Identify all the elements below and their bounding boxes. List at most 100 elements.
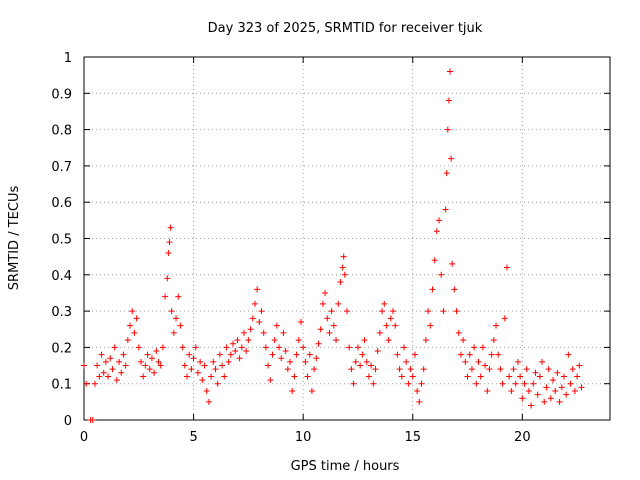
data-point bbox=[127, 322, 134, 329]
data-point bbox=[473, 380, 480, 387]
data-point bbox=[324, 315, 331, 322]
y-tick-label: 0.7 bbox=[51, 160, 72, 175]
x-axis-label: GPS time / hours bbox=[291, 459, 400, 474]
data-point bbox=[190, 355, 197, 362]
data-point bbox=[165, 250, 172, 257]
data-point bbox=[445, 97, 452, 104]
data-point bbox=[140, 373, 147, 380]
data-point bbox=[398, 373, 405, 380]
data-point bbox=[337, 279, 344, 286]
data-point bbox=[258, 308, 265, 315]
data-point bbox=[438, 271, 445, 278]
data-point bbox=[457, 351, 464, 358]
data-point bbox=[142, 362, 149, 369]
data-point bbox=[194, 369, 201, 376]
data-point bbox=[552, 387, 559, 394]
data-point bbox=[105, 373, 112, 380]
data-point bbox=[330, 322, 337, 329]
data-point bbox=[177, 322, 184, 329]
data-point bbox=[236, 355, 243, 362]
data-point bbox=[383, 322, 390, 329]
data-point bbox=[175, 293, 182, 300]
data-point bbox=[107, 355, 114, 362]
data-point bbox=[311, 366, 318, 373]
data-point bbox=[429, 286, 436, 293]
data-point bbox=[503, 264, 510, 271]
data-point bbox=[192, 344, 199, 351]
data-point bbox=[289, 387, 296, 394]
data-point bbox=[219, 362, 226, 369]
data-point bbox=[111, 344, 118, 351]
data-point bbox=[170, 329, 177, 336]
data-point bbox=[333, 337, 340, 344]
data-point bbox=[536, 373, 543, 380]
data-point bbox=[227, 351, 234, 358]
data-point bbox=[411, 351, 418, 358]
data-point bbox=[444, 126, 451, 133]
data-point bbox=[407, 366, 414, 373]
data-point bbox=[186, 351, 193, 358]
data-point bbox=[348, 366, 355, 373]
data-point bbox=[550, 377, 557, 384]
y-tick-label: 0.6 bbox=[51, 196, 72, 211]
data-point bbox=[120, 351, 127, 358]
data-point bbox=[539, 358, 546, 365]
data-point bbox=[249, 315, 256, 322]
data-point bbox=[392, 322, 399, 329]
data-point bbox=[225, 358, 232, 365]
data-point bbox=[328, 308, 335, 315]
data-point bbox=[267, 377, 274, 384]
data-point bbox=[547, 395, 554, 402]
y-tick-label: 0.1 bbox=[51, 378, 72, 393]
data-point bbox=[449, 260, 456, 267]
data-point bbox=[83, 380, 90, 387]
data-point bbox=[96, 373, 103, 380]
data-point bbox=[357, 362, 364, 369]
data-point bbox=[284, 366, 291, 373]
data-point bbox=[565, 351, 572, 358]
data-point bbox=[256, 318, 263, 325]
data-point bbox=[247, 326, 254, 333]
data-point bbox=[532, 369, 539, 376]
data-point bbox=[201, 362, 208, 369]
data-point bbox=[560, 373, 567, 380]
data-point bbox=[300, 344, 307, 351]
data-point bbox=[346, 344, 353, 351]
data-point bbox=[525, 387, 532, 394]
data-point bbox=[166, 239, 173, 246]
data-point bbox=[313, 355, 320, 362]
data-point bbox=[466, 351, 473, 358]
x-tick-label: 20 bbox=[514, 430, 531, 445]
data-point bbox=[497, 366, 504, 373]
data-point bbox=[495, 351, 502, 358]
data-point bbox=[482, 362, 489, 369]
data-point bbox=[269, 351, 276, 358]
data-point bbox=[517, 373, 524, 380]
y-tick-label: 0.2 bbox=[51, 341, 72, 356]
data-point bbox=[203, 387, 210, 394]
data-point bbox=[319, 300, 326, 307]
data-point bbox=[339, 264, 346, 271]
data-point bbox=[374, 348, 381, 355]
data-point bbox=[251, 300, 258, 307]
data-point bbox=[514, 358, 521, 365]
data-point bbox=[197, 358, 204, 365]
data-point bbox=[368, 362, 375, 369]
data-point bbox=[157, 362, 164, 369]
data-point bbox=[477, 373, 484, 380]
data-point bbox=[394, 351, 401, 358]
data-point bbox=[361, 337, 368, 344]
data-point bbox=[291, 373, 298, 380]
data-point bbox=[282, 348, 289, 355]
data-point bbox=[431, 257, 438, 264]
data-point bbox=[243, 348, 250, 355]
y-tick-label: 0.8 bbox=[51, 124, 72, 139]
data-point bbox=[287, 358, 294, 365]
data-point bbox=[234, 337, 241, 344]
data-points bbox=[81, 68, 585, 423]
data-point bbox=[91, 380, 98, 387]
data-point bbox=[425, 308, 432, 315]
data-point bbox=[295, 337, 302, 344]
data-point bbox=[554, 369, 561, 376]
